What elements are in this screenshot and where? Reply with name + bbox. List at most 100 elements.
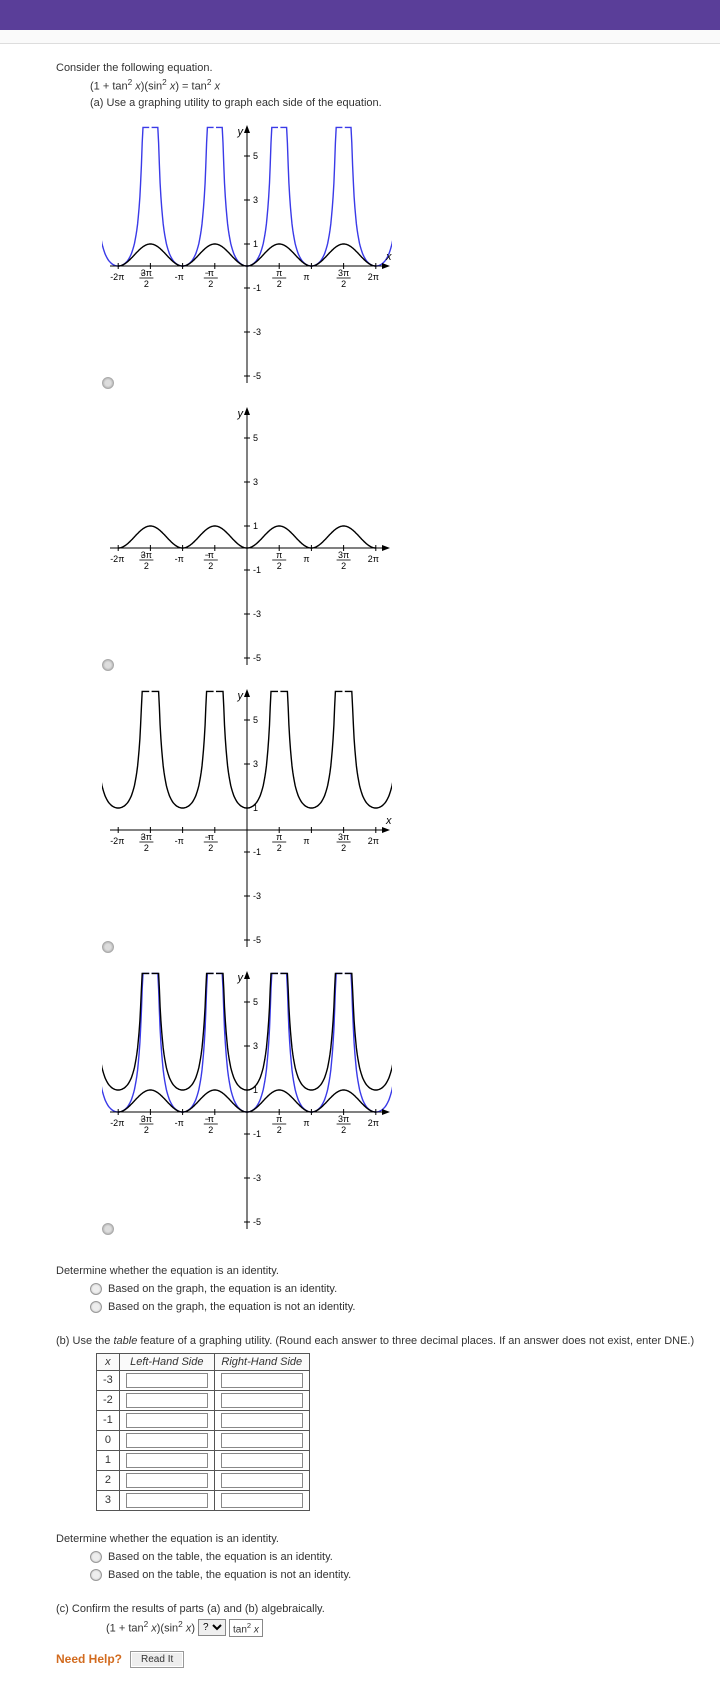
need-help-row: Need Help? Read It (56, 1651, 706, 1668)
need-help-label: Need Help? (56, 1652, 122, 1666)
svg-text:-2π: -2π (110, 554, 124, 564)
svg-text:2: 2 (341, 279, 346, 289)
table-row: 1 (97, 1450, 310, 1470)
svg-text:5: 5 (253, 151, 258, 161)
svg-text:-5: -5 (253, 935, 261, 945)
radio-icon (90, 1283, 102, 1295)
lhs-input[interactable] (126, 1473, 208, 1488)
x-cell: 0 (97, 1430, 120, 1450)
svg-text:3π: 3π (338, 1114, 349, 1124)
svg-text:2: 2 (341, 1125, 346, 1135)
svg-text:-1: -1 (253, 1129, 261, 1139)
svg-text:1: 1 (253, 1085, 258, 1095)
relation-select[interactable]: ? (198, 1619, 226, 1636)
svg-text:-π: -π (175, 836, 184, 846)
svg-text:2: 2 (144, 843, 149, 853)
svg-text:π: π (276, 832, 282, 842)
svg-text:2π: 2π (368, 554, 379, 564)
table-row: -1 (97, 1410, 310, 1430)
lhs-input[interactable] (126, 1493, 208, 1508)
svg-text:-2π: -2π (110, 836, 124, 846)
svg-text:π: π (276, 268, 282, 278)
svg-text:-1: -1 (253, 847, 261, 857)
svg-text:π: π (303, 1118, 309, 1128)
radio-label: Based on the graph, the equation is an i… (108, 1283, 337, 1295)
svg-text:y: y (237, 126, 245, 138)
lhs-input[interactable] (126, 1413, 208, 1428)
svg-text:2: 2 (208, 1125, 213, 1135)
header-bar (0, 0, 720, 30)
intro-text: Consider the following equation. (56, 62, 706, 74)
x-cell: -1 (97, 1410, 120, 1430)
svg-text:-5: -5 (253, 653, 261, 663)
radio-b-identity[interactable]: Based on the table, the equation is an i… (90, 1551, 706, 1563)
rhs-input[interactable] (221, 1393, 303, 1408)
svg-text:π: π (303, 554, 309, 564)
svg-text:-5: -5 (253, 371, 261, 381)
col-x: x (97, 1353, 120, 1370)
svg-text:2π: 2π (368, 272, 379, 282)
svg-text:2: 2 (208, 279, 213, 289)
lhs-input[interactable] (126, 1433, 208, 1448)
svg-text:π: π (303, 836, 309, 846)
svg-text:-2π: -2π (110, 272, 124, 282)
radio-label: Based on the table, the equation is not … (108, 1569, 351, 1581)
graph-option[interactable]: 531-1-3-5-2π− 3π2-π− π2π2π3π22πyx (102, 121, 402, 391)
graph-radio-icon (102, 659, 114, 671)
radio-label: Based on the graph, the equation is not … (108, 1301, 355, 1313)
svg-text:-3: -3 (253, 609, 261, 619)
svg-text:3: 3 (253, 477, 258, 487)
col-lhs: Left-Hand Side (119, 1353, 214, 1370)
svg-text:3π: 3π (338, 550, 349, 560)
svg-text:-π: -π (175, 272, 184, 282)
svg-text:3: 3 (253, 759, 258, 769)
radio-a-identity[interactable]: Based on the graph, the equation is an i… (90, 1283, 706, 1295)
question-content: Consider the following equation. (1 + ta… (0, 44, 720, 1688)
svg-text:3π: 3π (338, 268, 349, 278)
table-row: -2 (97, 1390, 310, 1410)
svg-text:2: 2 (144, 561, 149, 571)
svg-text:5: 5 (253, 433, 258, 443)
graph-option[interactable]: 531-1-3-5-2π− 3π2-π− π2π2π3π22πy (102, 403, 402, 673)
svg-text:2π: 2π (368, 1118, 379, 1128)
rhs-input[interactable] (221, 1493, 303, 1508)
svg-text:-2π: -2π (110, 1118, 124, 1128)
svg-text:-π: -π (175, 554, 184, 564)
graph-radio-icon (102, 1223, 114, 1235)
svg-text:x: x (385, 251, 392, 263)
svg-text:3π: 3π (141, 1114, 152, 1124)
col-rhs: Right-Hand Side (214, 1353, 309, 1370)
svg-text:-1: -1 (253, 283, 261, 293)
graph-option[interactable]: 531-1-3-5-2π− 3π2-π− π2π2π3π22πy (102, 967, 402, 1237)
svg-text:2: 2 (144, 279, 149, 289)
svg-text:2: 2 (208, 843, 213, 853)
rhs-input[interactable] (221, 1413, 303, 1428)
radio-label: Based on the table, the equation is an i… (108, 1551, 333, 1563)
x-cell: -2 (97, 1390, 120, 1410)
svg-text:2: 2 (277, 1125, 282, 1135)
radio-a-not-identity[interactable]: Based on the graph, the equation is not … (90, 1301, 706, 1313)
svg-text:3: 3 (253, 195, 258, 205)
graph-option[interactable]: 531-1-3-5-2π− 3π2-π− π2π2π3π22πyx (102, 685, 402, 955)
svg-text:3π: 3π (141, 268, 152, 278)
rhs-input[interactable] (221, 1373, 303, 1388)
svg-text:π: π (208, 832, 214, 842)
lhs-input[interactable] (126, 1393, 208, 1408)
main-equation: (1 + tan2 x)(sin2 x) = tan2 x (90, 78, 706, 93)
svg-text:π: π (303, 272, 309, 282)
x-cell: -3 (97, 1370, 120, 1390)
lhs-input[interactable] (126, 1373, 208, 1388)
svg-text:-π: -π (175, 1118, 184, 1128)
radio-b-not-identity[interactable]: Based on the table, the equation is not … (90, 1569, 706, 1581)
read-it-button[interactable]: Read It (130, 1651, 184, 1668)
svg-text:π: π (276, 1114, 282, 1124)
part-b-text: (b) Use the table feature of a graphing … (56, 1335, 706, 1347)
algebraic-line: (1 + tan2 x)(sin2 x) ? tan2 x (106, 1619, 706, 1637)
rhs-input[interactable] (221, 1453, 303, 1468)
lhs-input[interactable] (126, 1453, 208, 1468)
rhs-input[interactable] (221, 1473, 303, 1488)
svg-text:2: 2 (277, 279, 282, 289)
graph-radio-icon (102, 941, 114, 953)
table-row: 0 (97, 1430, 310, 1450)
rhs-input[interactable] (221, 1433, 303, 1448)
